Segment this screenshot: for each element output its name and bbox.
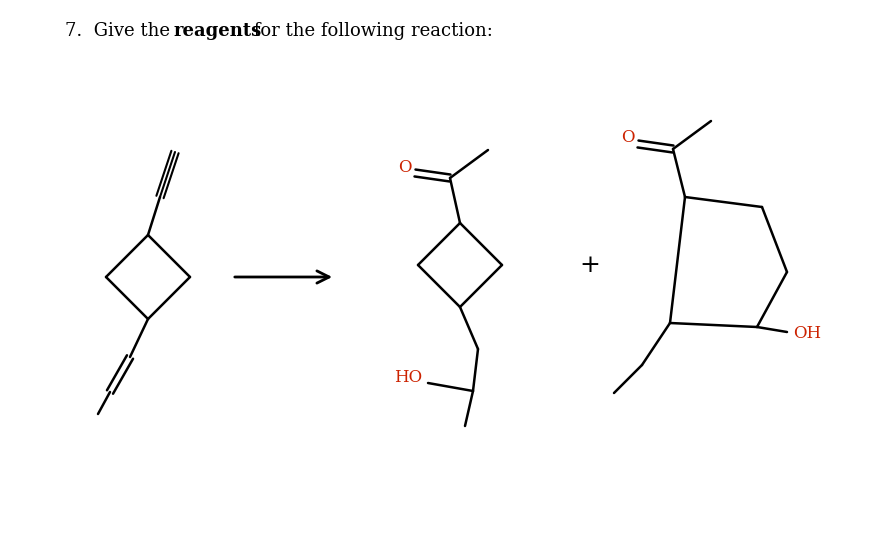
Text: reagents: reagents [173,22,262,40]
Text: +: + [580,254,600,276]
Text: OH: OH [793,325,821,342]
Text: O: O [399,159,412,175]
Text: 7.  Give the: 7. Give the [65,22,176,40]
Text: for the following reaction:: for the following reaction: [248,22,493,40]
Text: HO: HO [394,369,422,386]
Text: O: O [621,129,635,147]
